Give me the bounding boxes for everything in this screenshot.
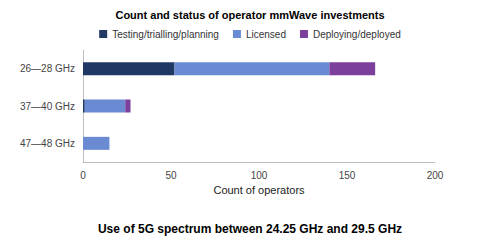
svg-text:150: 150 [339,170,356,181]
svg-text:Count and status of operator m: Count and status of operator mmWave inve… [115,9,384,21]
svg-text:Count of operators: Count of operators [213,184,305,196]
svg-text:37—40 GHz: 37—40 GHz [20,101,75,112]
svg-text:200: 200 [427,170,444,181]
svg-text:Testing/trialling/planning: Testing/trialling/planning [112,29,219,40]
svg-text:26—28 GHz: 26—28 GHz [20,63,75,74]
svg-text:100: 100 [251,170,268,181]
svg-text:50: 50 [165,170,177,181]
svg-text:47—48 GHz: 47—48 GHz [20,138,75,149]
svg-text:Licensed: Licensed [246,29,286,40]
svg-text:0: 0 [80,170,86,181]
svg-text:Deploying/deployed: Deploying/deployed [313,29,401,40]
svg-text:Use of 5G spectrum between 24.: Use of 5G spectrum between 24.25 GHz and… [98,222,402,236]
